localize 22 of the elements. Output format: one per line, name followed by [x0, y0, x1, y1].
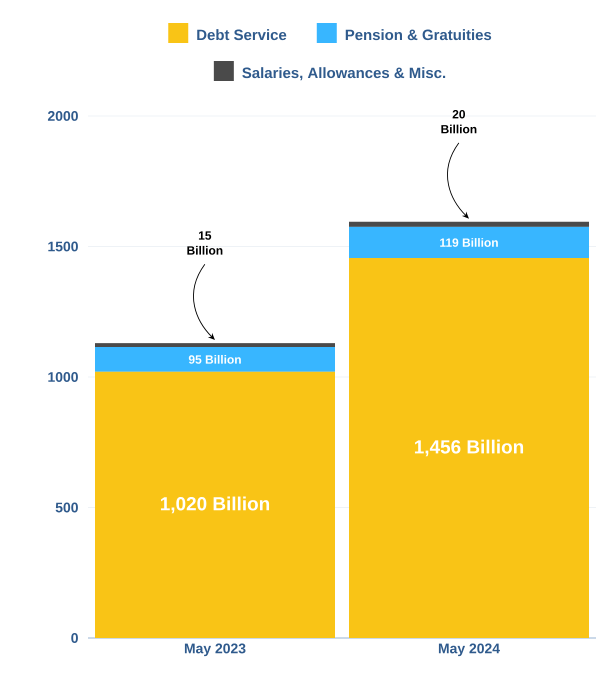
data-label: 1,020 Billion — [160, 496, 270, 514]
bar — [95, 343, 336, 347]
data-label: 15 Billion — [187, 231, 222, 255]
y-tick-label: 0 — [71, 633, 78, 643]
bar — [349, 226, 590, 258]
data-label: 119 Billion — [440, 238, 498, 247]
y-tick-label: 2000 — [48, 111, 78, 121]
bar — [349, 258, 590, 638]
bar — [95, 372, 336, 638]
bar — [349, 222, 590, 227]
bar — [95, 346, 336, 372]
data-label: 20 Billion — [441, 110, 476, 134]
legend-label: Pension & Gratuities — [346, 29, 492, 40]
y-tick-label: 1000 — [48, 372, 78, 382]
data-label: 1,456 Billion — [414, 440, 524, 456]
y-tick-label: 500 — [56, 502, 78, 512]
x-tick-label: May 2023 — [184, 644, 246, 656]
y-tick-label: 1500 — [48, 242, 78, 252]
x-tick-label: May 2024 — [438, 644, 500, 656]
data-label: 95 Billion — [188, 354, 241, 364]
legend-label: Salaries, Allowances & Misc. — [242, 67, 446, 80]
legend-label: Debt Service — [197, 29, 286, 40]
